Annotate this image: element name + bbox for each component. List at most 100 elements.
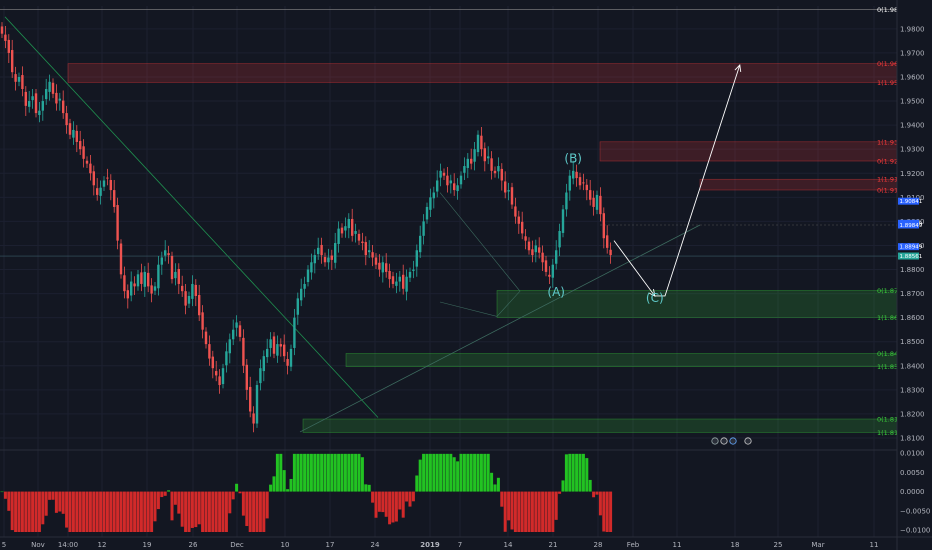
oscillator-bar — [139, 491, 143, 532]
candle-body — [24, 91, 27, 106]
oscillator-bar — [180, 491, 184, 527]
oscillator-bar — [371, 491, 375, 503]
candle-body — [364, 242, 367, 256]
elliott-forecast-path — [613, 63, 742, 297]
event-icon — [744, 437, 752, 445]
oscillator-bar — [462, 453, 466, 492]
oscillator-bar — [374, 491, 378, 518]
oscillator-bar — [241, 491, 245, 516]
zone-label-top: 1(1.93307) — [877, 138, 913, 146]
oscillator-bar — [452, 457, 456, 492]
price-tick-label: 1.9700 — [900, 49, 925, 57]
candle-body — [432, 192, 435, 199]
candle-body — [174, 271, 177, 279]
candle-body — [500, 168, 503, 181]
price-tick-label: 1.8200 — [900, 410, 925, 418]
candle-body — [344, 226, 347, 231]
oscillator-bar — [119, 491, 123, 532]
oscillator-bar — [377, 491, 381, 512]
event-icon — [729, 437, 737, 445]
candle-body — [58, 98, 61, 101]
oscillator-bar — [544, 491, 548, 532]
oscillator-bar — [255, 491, 259, 532]
oscillator-bar — [466, 453, 470, 492]
oscillator-bar — [71, 491, 75, 532]
oscillator-bar — [163, 491, 167, 496]
oscillator-bar — [432, 453, 436, 492]
candle-body — [558, 231, 561, 248]
price-tick-label: 1.8500 — [900, 338, 925, 346]
oscillator-bar — [598, 491, 602, 516]
candle-body — [602, 213, 605, 239]
uptrend-line — [299, 224, 701, 433]
oscillator-bar — [534, 491, 538, 532]
candle-body — [317, 247, 320, 255]
time-tick-label: 19 — [143, 541, 152, 549]
candle-body — [585, 184, 588, 191]
oscillator-bar — [41, 491, 45, 525]
oscillator-bar — [156, 491, 160, 510]
candle-body — [347, 218, 350, 229]
candle-body — [517, 216, 520, 224]
price-tick-label: 1.9400 — [900, 122, 925, 130]
candle-body — [85, 160, 89, 164]
oscillator-bar — [561, 480, 565, 492]
oscillator-bar — [122, 491, 126, 532]
oscillator-bar — [367, 484, 371, 492]
forecast-line — [613, 64, 741, 297]
osc-tick-label: 0.0000 — [900, 488, 925, 496]
oscillator-bar — [282, 470, 286, 492]
oscillator-bar — [411, 491, 415, 502]
oscillator-bar — [547, 491, 551, 532]
candle-body — [599, 195, 602, 215]
candle-body — [374, 257, 378, 265]
oscillator-bar — [88, 491, 92, 532]
oscillator-bar — [146, 491, 150, 532]
oscillator-bar — [34, 491, 38, 532]
oscillator-bar — [388, 491, 392, 525]
oscillator-bar — [160, 491, 164, 498]
oscillator-bar — [75, 491, 79, 532]
candle-body — [470, 158, 473, 164]
candle-body — [7, 39, 10, 53]
oscillator-bar — [173, 491, 177, 505]
zone-label-top: 0(1.96555) — [877, 60, 913, 68]
price-tick-label: 1.8800 — [900, 266, 925, 274]
candle-body — [181, 285, 184, 292]
candle-body — [252, 413, 255, 424]
candle-body — [130, 281, 133, 296]
candle-body — [351, 218, 354, 236]
oscillator-bar — [143, 491, 147, 532]
oscillator-bar — [330, 453, 334, 492]
oscillator-bar — [313, 453, 317, 492]
oscillator-bar — [435, 453, 439, 492]
candle-body — [45, 89, 48, 100]
oscillator-bar — [496, 477, 500, 492]
candle-body — [140, 272, 143, 284]
candle-body — [160, 257, 163, 265]
oscillator-bar — [306, 453, 310, 492]
oscillator-bar — [595, 491, 599, 495]
price-tag-label: 1.89849 — [900, 223, 923, 229]
candle-body — [483, 148, 486, 162]
candle-body — [21, 75, 24, 90]
time-tick-label: 7 — [458, 541, 462, 549]
candle-body — [75, 130, 78, 142]
oscillator-bar — [422, 453, 426, 492]
oscillator-bar — [102, 491, 106, 532]
candle-body — [442, 172, 446, 176]
candle-body — [340, 227, 344, 234]
oscillator-bar — [527, 491, 531, 532]
oscillator-bar — [340, 453, 344, 492]
oscillator-bar — [197, 491, 201, 525]
price-tag-label: 1.90841 — [900, 199, 923, 205]
oscillator-bar — [214, 491, 218, 532]
event-icon — [720, 437, 728, 445]
oscillator-bar — [0, 491, 4, 493]
candle-body — [310, 262, 313, 273]
oscillator-bar — [347, 453, 351, 492]
candle-body — [300, 288, 303, 301]
oscillator-bar — [408, 491, 412, 507]
candle-body — [398, 276, 401, 282]
